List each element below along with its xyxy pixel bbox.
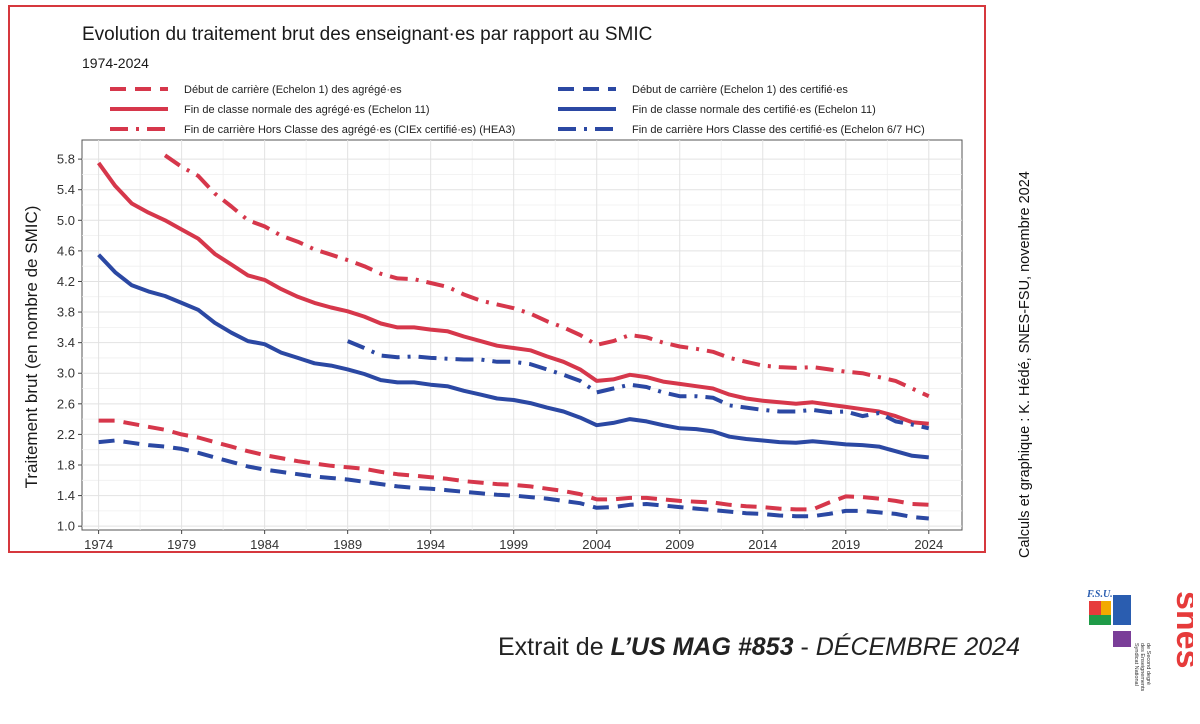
x-tick-label: 2014 (748, 537, 777, 551)
logo-block-blue (1113, 595, 1131, 625)
y-tick-label: 2.2 (57, 427, 75, 442)
legend-label: Fin de carrière Hors Classe des certifié… (632, 124, 925, 136)
legend-label: Début de carrière (Echelon 1) des certif… (632, 84, 848, 96)
snes-fsu-logo: F.S.U. snes Syndicat National des Enseig… (1086, 589, 1193, 692)
credit-note: Calculs et graphique : K. Hédé, SNES-FSU… (995, 118, 1033, 558)
credit-text: Calculs et graphique : K. Hédé, SNES-FSU… (1017, 171, 1033, 558)
y-tick-label: 3.0 (57, 366, 75, 381)
plot-background (81, 139, 963, 531)
legend: Début de carrière (Echelon 1) des agrégé… (110, 84, 925, 136)
y-tick-label: 5.4 (57, 182, 75, 197)
series-line-6 (346, 339, 930, 431)
x-axis: 1974 1979 1984 1989 1994 1999 2004 2009 2014 2019… (84, 530, 943, 551)
y-tick-label: 1.8 (57, 458, 75, 473)
source-prefix: Extrait de (498, 633, 611, 661)
series-line-5 (163, 153, 930, 399)
chart-frame: Evolution du traitement brut des enseign… (8, 5, 986, 553)
series-lines (96, 153, 930, 521)
y-tick-label: 3.4 (57, 335, 75, 350)
y-axis: 1.0 1.4 1.8 2.2 2.6 3.0 3.4 3.8 4.2 4.6 5.0 5.4 5.8 (57, 152, 82, 534)
source-line: Extrait de L’US MAG #853 - DÉCEMBRE 2024 (498, 633, 1020, 662)
legend-label: Début de carrière (Echelon 1) des agrégé… (184, 84, 402, 96)
x-tick-label: 2009 (665, 537, 694, 551)
x-tick-label: 2019 (831, 537, 860, 551)
logo-caption-line: des Enseignements (1139, 643, 1145, 692)
logo-block-green (1089, 615, 1111, 625)
logo-snes-letters: snes (1169, 591, 1193, 669)
y-tick-label: 3.8 (57, 305, 75, 320)
legend-label: Fin de classe normale des certifié·es (E… (632, 104, 876, 116)
plot-panel (81, 139, 963, 531)
y-tick-label: 5.0 (57, 213, 75, 228)
logo-caption-line: de Second degré (1145, 643, 1151, 685)
x-tick-label: 1999 (499, 537, 528, 551)
y-tick-label: 1.4 (57, 488, 75, 503)
y-tick-label: 4.6 (57, 243, 75, 258)
source-date: DÉCEMBRE 2024 (815, 633, 1020, 661)
x-tick-label: 1979 (167, 537, 196, 551)
chart-title: Evolution du traitement brut des enseign… (82, 24, 652, 45)
y-tick-label: 5.8 (57, 152, 75, 167)
x-tick-label: 1974 (84, 537, 113, 551)
legend-label: Fin de classe normale des agrégé·es (Ech… (184, 104, 430, 116)
logo-block-yellow (1101, 601, 1111, 615)
logo-block-red (1089, 601, 1101, 615)
x-tick-label: 1989 (333, 537, 362, 551)
y-tick-label: 1.0 (57, 519, 75, 534)
logo-block-purple (1113, 631, 1131, 647)
y-axis-label: Traitement brut (en nombre de SMIC) (22, 206, 41, 489)
logo-caption-line: Syndicat National (1133, 643, 1139, 686)
source-separator: - (793, 633, 816, 661)
x-tick-label: 2024 (914, 537, 943, 551)
series-line-2 (98, 438, 929, 521)
chart-subtitle: 1974-2024 (82, 55, 149, 71)
y-tick-label: 4.2 (57, 274, 75, 289)
x-tick-label: 1984 (250, 537, 279, 551)
line-chart: Evolution du traitement brut des enseign… (22, 24, 963, 551)
y-tick-label: 2.6 (57, 396, 75, 411)
legend-label: Fin de carrière Hors Classe des agrégé·e… (184, 124, 515, 136)
logo-fsu-text: F.S.U. (1086, 589, 1113, 600)
x-tick-label: 2004 (582, 537, 611, 551)
source-magazine: L’US MAG #853 (610, 633, 794, 661)
x-tick-label: 1994 (416, 537, 445, 551)
series-line-3 (96, 161, 929, 426)
series-line-4 (97, 253, 929, 460)
